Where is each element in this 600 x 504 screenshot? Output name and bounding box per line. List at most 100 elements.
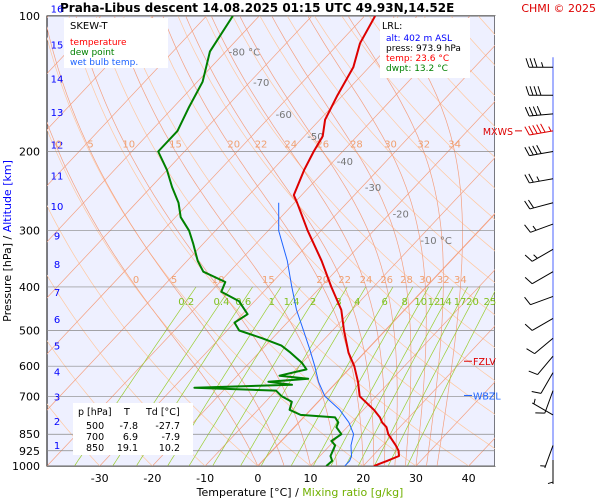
altitude-tick-label: 9 bbox=[54, 231, 60, 242]
mixing-ratio-label: 6 bbox=[381, 297, 387, 308]
level-label-wbzl: WBZL bbox=[473, 391, 501, 402]
table-cell: -7.8 bbox=[119, 421, 138, 432]
altitude-tick-label: 1 bbox=[54, 441, 60, 452]
moist-adiabat-label: 15 bbox=[262, 275, 275, 286]
temperature-tick-label: 30 bbox=[409, 472, 423, 485]
table-cell: 700 bbox=[86, 432, 104, 443]
x-axis-label-mix: Mixing ratio [g/kg] bbox=[302, 486, 403, 499]
legend-title: SKEW-T bbox=[70, 21, 108, 32]
altitude-tick-label: 2 bbox=[54, 417, 60, 428]
table-cell: -27.7 bbox=[155, 421, 180, 432]
moist-adiabat-label: 34 bbox=[448, 139, 461, 150]
table-cell: 19.1 bbox=[117, 443, 138, 454]
altitude-tick-label: 4 bbox=[54, 367, 60, 378]
x-axis-label: Temperature [°C] / Mixing ratio [g/kg] bbox=[196, 486, 404, 499]
altitude-tick-label: 10 bbox=[51, 202, 64, 213]
moist-adiabat-label: 22 bbox=[255, 139, 268, 150]
moist-adiabat-label: 10 bbox=[122, 139, 135, 150]
table-cell: 500 bbox=[86, 421, 104, 432]
table-cell: 6.9 bbox=[123, 432, 138, 443]
moist-adiabat-label: 28 bbox=[400, 275, 413, 286]
moist-adiabat-label: 15 bbox=[169, 139, 182, 150]
isotherm-label: -60 bbox=[276, 110, 292, 121]
moist-adiabat-label: 24 bbox=[284, 139, 297, 150]
lrl-press: press: 973.9 hPa bbox=[386, 44, 461, 54]
isotherm-label: -80 °C bbox=[229, 48, 261, 59]
copyright: CHMI © 2025 bbox=[521, 2, 596, 15]
y-axis-label-alt: Altitude [km] bbox=[1, 160, 14, 232]
pressure-tick-label: 600 bbox=[19, 360, 40, 373]
altitude-tick-label: 13 bbox=[51, 108, 64, 119]
table-header-p: p [hPa] bbox=[78, 407, 112, 418]
temperature-tick-label: -20 bbox=[143, 472, 161, 485]
legend-wetbulb: wet bulb temp. bbox=[70, 58, 138, 68]
lrl-dwpt: dwpt: 13.2 °C bbox=[386, 64, 448, 74]
pressure-tick-label: 200 bbox=[19, 145, 40, 158]
mixing-ratio-label: 20 bbox=[466, 297, 479, 308]
moist-adiabat-label: 0 bbox=[55, 139, 61, 150]
moist-adiabat-label: 30 bbox=[419, 275, 432, 286]
mixing-ratio-label: 0.4 bbox=[214, 297, 230, 308]
moist-adiabat-label: 28 bbox=[350, 139, 363, 150]
mixing-ratio-label: 0.2 bbox=[178, 297, 194, 308]
legend: SKEW-T temperature dew point wet bulb te… bbox=[64, 18, 168, 68]
table-cell: -7.9 bbox=[161, 432, 180, 443]
moist-adiabat-label: 34 bbox=[454, 275, 467, 286]
temperature-tick-label: 10 bbox=[304, 472, 318, 485]
moist-adiabat-label: 5 bbox=[87, 139, 93, 150]
altitude-tick-label: 5 bbox=[54, 342, 60, 353]
table-cell: 10.2 bbox=[159, 443, 180, 454]
moist-adiabat-label: 30 bbox=[384, 139, 397, 150]
mixing-ratio-label: 25 bbox=[483, 297, 496, 308]
pressure-tick-label: 300 bbox=[19, 225, 40, 238]
temperature-tick-label: 40 bbox=[462, 472, 476, 485]
pressure-tick-label: 700 bbox=[19, 390, 40, 403]
moist-adiabat-label: 32 bbox=[417, 139, 430, 150]
mixing-ratio-label: 1 bbox=[269, 297, 275, 308]
moist-adiabat-label: 22 bbox=[338, 275, 351, 286]
pressure-tick-label: 500 bbox=[19, 325, 40, 338]
mixing-ratio-label: 2 bbox=[310, 297, 316, 308]
x-axis-label-sep: / bbox=[292, 486, 303, 499]
isotherm-label: -20 bbox=[393, 210, 409, 221]
y-axis-label-sep: / bbox=[1, 232, 14, 243]
lrl-panel: LRL: alt: 402 m ASL press: 973.9 hPa tem… bbox=[380, 18, 470, 78]
mixing-ratio-label: 4 bbox=[354, 297, 360, 308]
pressure-tick-label: 100 bbox=[19, 10, 40, 23]
altitude-tick-label: 6 bbox=[54, 315, 60, 326]
pressure-tick-label: 850 bbox=[19, 428, 40, 441]
y-axis-label-pressure: Pressure [hPa] bbox=[1, 243, 14, 322]
moist-adiabat-label: 24 bbox=[360, 275, 373, 286]
lrl-alt: alt: 402 m ASL bbox=[386, 34, 452, 44]
legend-dewpoint: dew point bbox=[70, 48, 115, 58]
altitude-tick-label: 3 bbox=[54, 393, 60, 404]
pressure-tick-label: 925 bbox=[19, 445, 40, 458]
altitude-tick-label: 8 bbox=[54, 260, 60, 271]
moist-adiabat-label: 26 bbox=[380, 275, 393, 286]
pressure-tick-label: 400 bbox=[19, 281, 40, 294]
chart-title: Praha-Libus descent 14.08.2025 01:15 UTC… bbox=[60, 1, 454, 15]
lrl-title: LRL: bbox=[382, 21, 402, 32]
table-cell: 850 bbox=[86, 443, 104, 454]
mixing-ratio-label: 1.4 bbox=[284, 297, 300, 308]
mixing-ratio-label: 17 bbox=[454, 297, 467, 308]
temperature-tick-label: 0 bbox=[254, 472, 261, 485]
isotherm-label: -40 bbox=[337, 157, 353, 168]
isotherm-label: -30 bbox=[365, 183, 381, 194]
level-table: p [hPa] T Td [°C] 500 -7.8 -27.7 700 6.9… bbox=[73, 403, 193, 455]
table-header-td: Td [°C] bbox=[145, 407, 180, 418]
mixing-ratio-label: 10 bbox=[414, 297, 427, 308]
level-label-mxws: MXWS bbox=[483, 127, 513, 138]
altitude-tick-label: 16 bbox=[51, 5, 64, 16]
table-header-t: T bbox=[123, 407, 130, 418]
moist-adiabat-label: 5 bbox=[171, 275, 177, 286]
altitude-tick-label: 14 bbox=[51, 75, 64, 86]
moist-adiabat-label: 20 bbox=[227, 139, 240, 150]
moist-adiabat-label: 0 bbox=[133, 275, 139, 286]
moist-adiabat-label: 32 bbox=[437, 275, 450, 286]
lrl-temp: temp: 23.6 °C bbox=[386, 54, 449, 64]
pressure-tick-label: 1000 bbox=[12, 460, 40, 473]
wind-panel bbox=[495, 16, 600, 466]
isotherm-label: -70 bbox=[253, 78, 269, 89]
